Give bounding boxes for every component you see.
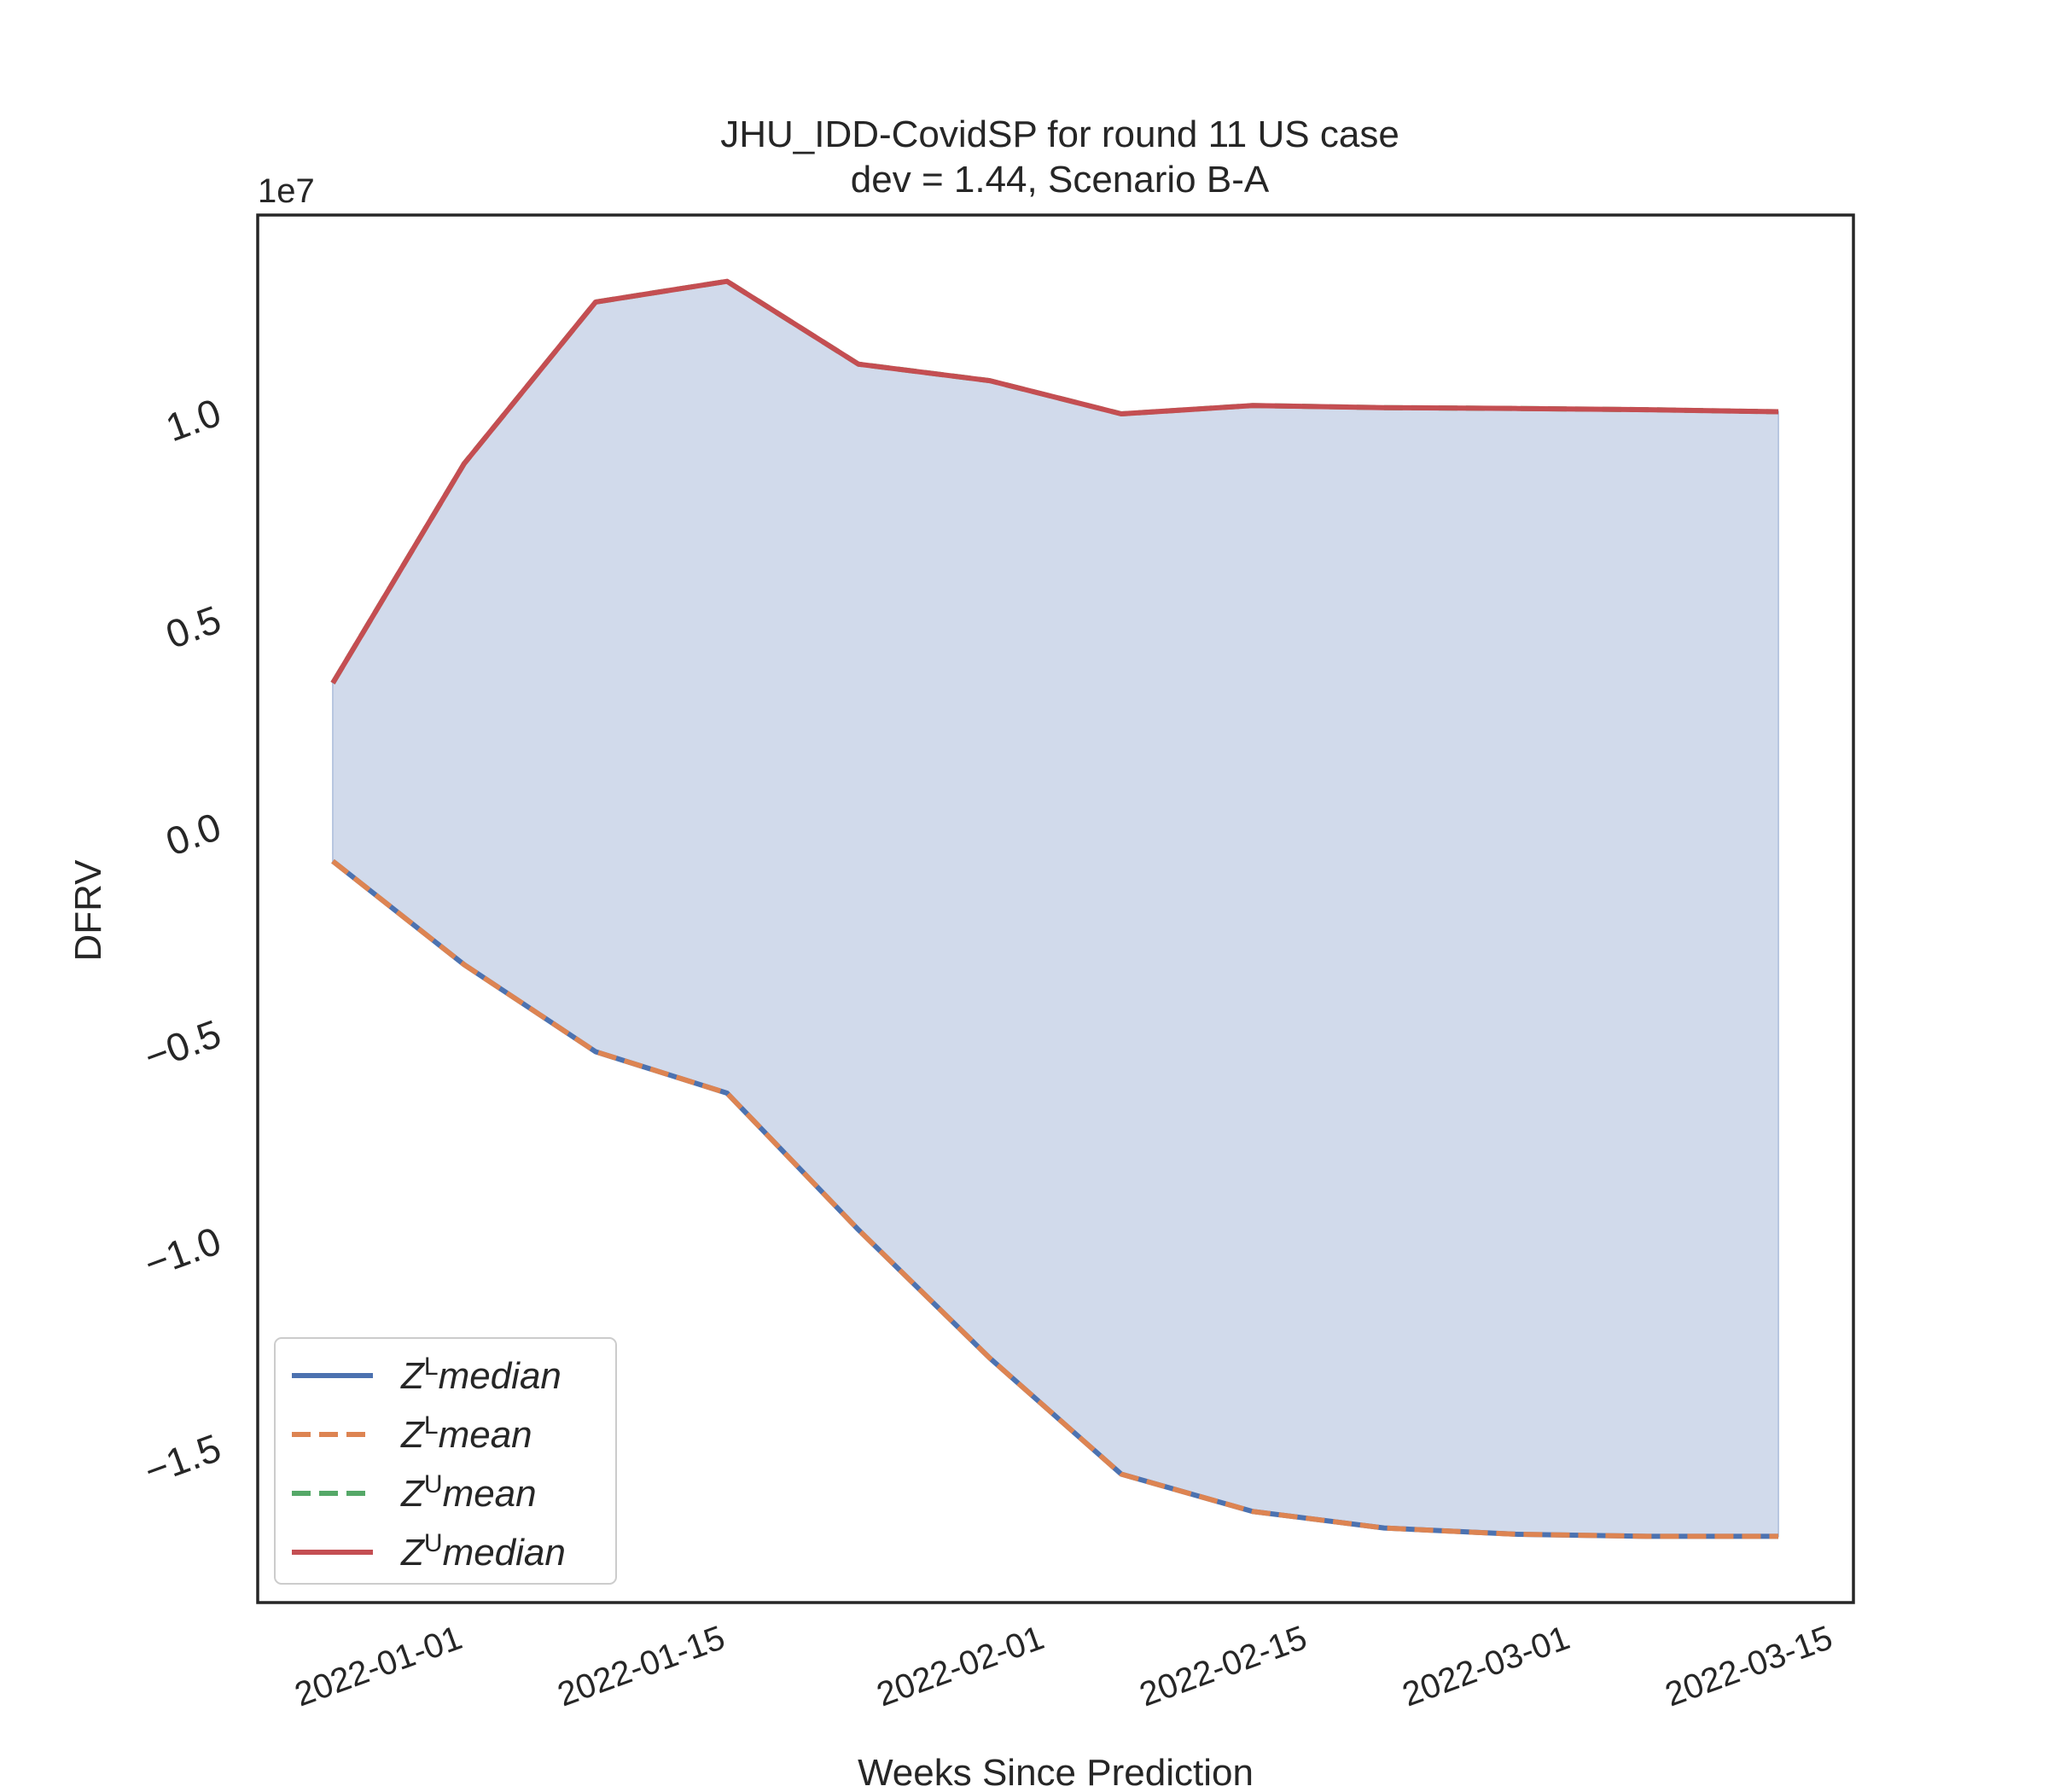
x-tick-label-2: 2022-02-01 — [872, 1619, 1049, 1713]
legend-label-2: ZUmean — [400, 1470, 537, 1515]
legend-label-1: ZLmean — [400, 1411, 532, 1456]
x-tick-labels: 2022-01-01 2022-01-15 2022-02-01 2022-02-15… — [290, 1619, 1837, 1713]
x-tick-label-3: 2022-02-15 — [1135, 1619, 1312, 1713]
x-tick-label-1: 2022-01-15 — [553, 1619, 730, 1713]
series-line-3 — [330, 278, 1779, 685]
legend-label-0: ZLmedian — [400, 1353, 561, 1397]
x-tick-label-4: 2022-03-01 — [1398, 1619, 1574, 1713]
y-tick-label-4: −1.0 — [138, 1218, 226, 1286]
x-tick-label-5: 2022-03-15 — [1661, 1619, 1837, 1713]
series-layer — [330, 278, 1779, 1539]
y-offset-label: 1e7 — [258, 172, 315, 210]
y-tick-label-3: −0.5 — [138, 1011, 226, 1079]
legend: ZLmedian ZLmean ZUmean ZUmedian — [274, 1337, 617, 1585]
y-tick-label-5: −1.5 — [138, 1425, 226, 1493]
plot-frame — [256, 213, 1855, 1604]
y-axis-label: DFRV — [67, 859, 109, 962]
x-axis-label: Weeks Since Prediction — [858, 1752, 1254, 1792]
chart-title: JHU_IDD-CovidSP for round 11 US case — [720, 113, 1399, 155]
y-tick-label-1: 0.5 — [160, 596, 227, 657]
legend-label-3: ZUmedian — [400, 1529, 566, 1574]
legend-box — [274, 1337, 617, 1585]
y-tick-label-2: 0.0 — [160, 804, 227, 864]
y-tick-labels: 1.0 0.5 0.0 −0.5 −1.0 −1.5 — [138, 390, 226, 1493]
chart-subtitle: dev = 1.44, Scenario B-A — [851, 159, 1270, 201]
x-tick-label-0: 2022-01-01 — [290, 1619, 467, 1713]
series-line-1 — [331, 858, 1778, 1539]
y-tick-label-0: 1.0 — [160, 390, 227, 451]
